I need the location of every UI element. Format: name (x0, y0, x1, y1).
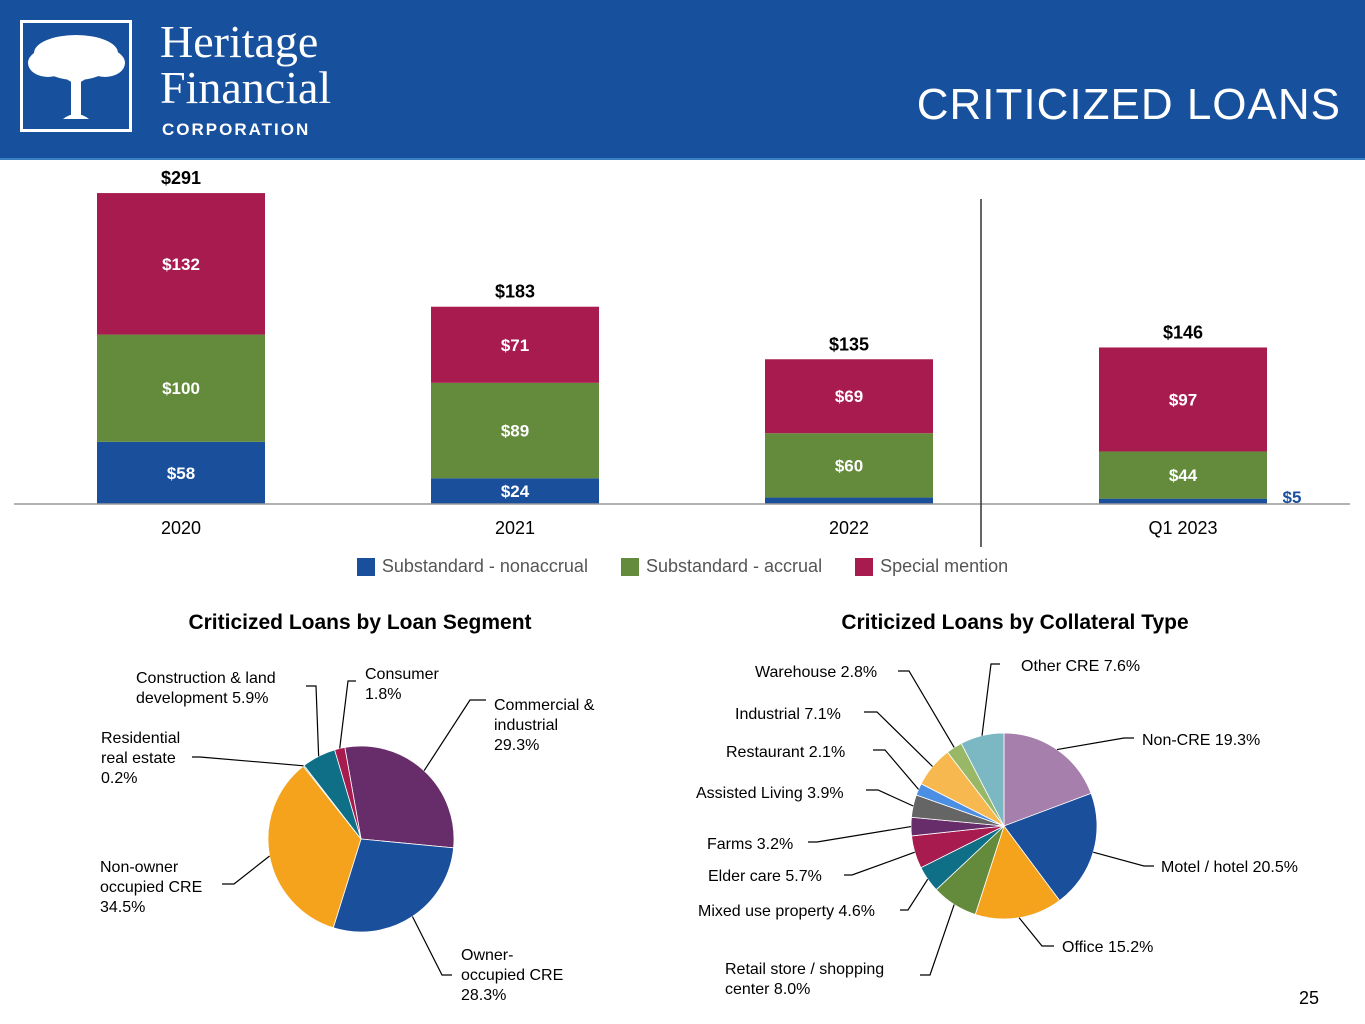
pie-title-collateral-type: Criticized Loans by Collateral Type (841, 611, 1189, 634)
pie-slice (332, 838, 455, 933)
leader-line (1018, 917, 1054, 947)
pie-label: Owner-occupied CRE 28.3% (461, 947, 563, 1004)
pie-slice (344, 745, 455, 849)
leader-line (306, 685, 320, 757)
leader-line (339, 680, 356, 749)
bar-2020-accrual (97, 334, 265, 442)
legend-label-accrual: Substandard - accrual (645, 556, 823, 576)
bar-2022-special (765, 359, 933, 434)
pie-label: Non-CRE 19.3% (1142, 732, 1260, 749)
leader-line (1056, 737, 1134, 751)
pie-label: Construction & land development 5.9% (136, 670, 276, 707)
company-name-line3: CORPORATION (162, 120, 311, 139)
legend-item-nonaccrual: Substandard - nonaccrual (356, 556, 588, 577)
bar-label-1-0: $24 (501, 482, 530, 501)
bar-q1-2023-nonaccrual (1099, 498, 1267, 504)
leader-line (898, 670, 955, 748)
legend-label-nonaccrual: Substandard - nonaccrual (381, 556, 588, 576)
pie-chart-loan-segment: Commercial & industrial 29.3% Owner-occupie… (100, 666, 595, 1004)
bar-label-0-1: $100 (162, 379, 200, 398)
bar-2021-special (431, 306, 599, 383)
legend-label-special: Special mention (880, 556, 1009, 576)
header-banner: Heritage Financial CORPORATION CRITICIZE… (0, 0, 1365, 160)
pie-label: Other CRE 7.6% (1021, 658, 1140, 675)
leader-line (844, 851, 915, 876)
leader-line (222, 855, 270, 885)
bar-total-label: $146 (1163, 322, 1203, 342)
stacked-bar-chart: $58$100$132$2912020$24$89$71$1832021$6$6… (14, 168, 1350, 547)
bar-label-2-2: $69 (835, 387, 863, 406)
leader-line (808, 825, 912, 843)
leader-line (192, 756, 304, 767)
bar-2022-nonaccrual (765, 497, 933, 504)
pie-label: Mixed use property 4.6% (698, 903, 875, 920)
leader-line (411, 916, 452, 976)
leader-line (423, 699, 486, 772)
company-name-line2: Financial (160, 62, 332, 113)
bar-label-0-2: $132 (162, 255, 200, 274)
pie-label: Warehouse 2.8% (755, 664, 877, 681)
pie-label: Industrial 7.1% (735, 706, 841, 723)
bar-q1-2023-accrual (1099, 451, 1267, 499)
page-number: 25 (1298, 988, 1319, 1008)
pie-title-loan-segment: Criticized Loans by Loan Segment (188, 611, 532, 634)
bar-label-3-0: $5 (1283, 488, 1302, 507)
legend-swatch-special (855, 557, 874, 576)
bar-label-2-1: $60 (835, 456, 863, 475)
bar-2021-accrual (431, 382, 599, 479)
pie-label: Commercial & industrial 29.3% (494, 697, 595, 754)
pie-label: Farms 3.2% (707, 836, 793, 853)
bar-label-0-0: $58 (167, 464, 195, 483)
bar-2021-nonaccrual (431, 478, 599, 504)
pie-label: Retail store / shopping center 8.0% (725, 961, 884, 998)
bar-2020-nonaccrual (97, 441, 265, 504)
bar-label-1-1: $89 (501, 422, 529, 441)
pie-slice (1003, 792, 1098, 902)
page-title: CRITICIZED LOANS (916, 80, 1341, 129)
leader-line (981, 663, 1000, 736)
pie-slice (1003, 732, 1092, 827)
pie-label: Office 15.2% (1062, 939, 1153, 956)
pie-label: Motel / hotel 20.5% (1161, 859, 1298, 876)
bar-total-label: $183 (495, 282, 535, 302)
bar-total-label: $135 (829, 334, 869, 354)
bar-label-3-2: $97 (1169, 390, 1197, 409)
legend-swatch-nonaccrual (356, 557, 375, 576)
bar-2022-accrual (765, 433, 933, 498)
leader-line (920, 904, 955, 976)
legend-item-accrual: Substandard - accrual (620, 556, 823, 577)
pie-label: Elder care 5.7% (708, 868, 822, 885)
leader-line (873, 749, 919, 790)
legend-item-special: Special mention (855, 556, 1008, 577)
tree-icon (28, 35, 125, 119)
x-tick-label: 2022 (829, 518, 869, 538)
pie-chart-collateral-type: Non-CRE 19.3% Motel / hotel 20.5% Office 1… (696, 658, 1298, 998)
legend-swatch-accrual (620, 557, 639, 576)
pie-label: Consumer 1.8% (365, 666, 439, 703)
bar-2020-special (97, 193, 265, 335)
leader-line (1093, 851, 1154, 867)
bar-label-3-1: $44 (1169, 466, 1198, 485)
bar-q1-2023-special (1099, 347, 1267, 452)
leader-line (864, 711, 933, 767)
x-tick-label: 2021 (495, 518, 535, 538)
leader-line (866, 789, 914, 807)
pie-label: Restaurant 2.1% (726, 744, 845, 761)
company-name-line1: Heritage (160, 16, 319, 67)
leader-line (900, 878, 929, 911)
pie-label: Assisted Living 3.9% (696, 785, 844, 802)
x-tick-label: Q1 2023 (1148, 518, 1217, 538)
pie-label: Non-owner occupied CRE 34.5% (100, 859, 202, 916)
pie-slice (334, 746, 362, 840)
bar-label-1-2: $71 (501, 336, 529, 355)
bar-total-label: $291 (161, 168, 201, 188)
pie-label: Residential real estate 0.2% (101, 730, 180, 787)
logo-tree-icon (20, 20, 132, 132)
x-tick-label: 2020 (161, 518, 201, 538)
bar-chart-legend: Substandard - nonaccrual Substandard - a… (0, 556, 1365, 581)
